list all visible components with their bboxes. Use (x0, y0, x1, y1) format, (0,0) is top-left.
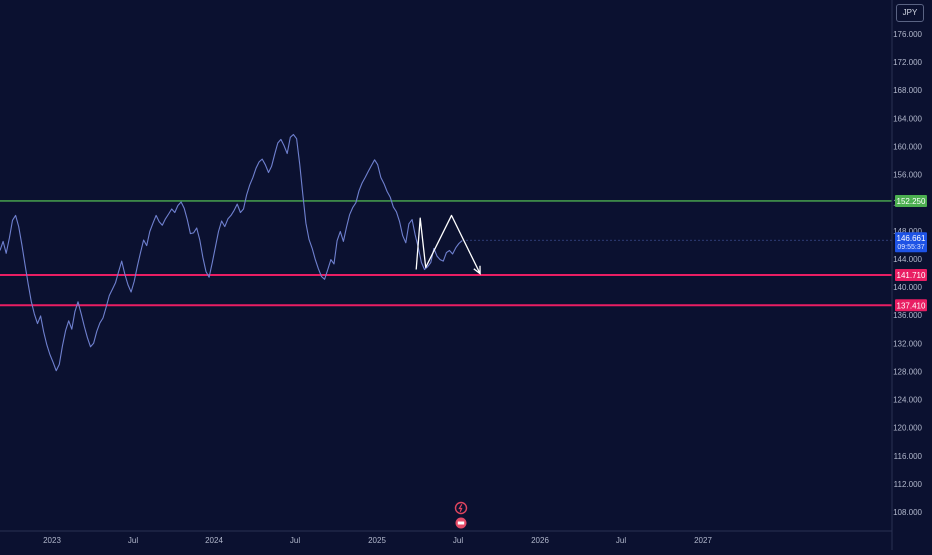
y-tick-label: 116.000 (894, 452, 923, 461)
x-tick-label: 2025 (368, 536, 386, 545)
event-flag-icon-mark (457, 521, 465, 525)
last-price-label: 146.661 (897, 234, 926, 243)
y-tick-label: 160.000 (893, 142, 922, 151)
arrow-head-icon (473, 265, 481, 276)
last-price-badge (895, 232, 927, 253)
x-tick-label: 2026 (531, 536, 549, 545)
y-tick-label: 168.000 (893, 86, 922, 95)
y-tick-label: 136.000 (893, 311, 922, 320)
x-tick-label: Jul (453, 536, 463, 545)
y-tick-label: 108.000 (893, 508, 922, 517)
x-tick-label: 2023 (43, 536, 61, 545)
y-tick-label: 156.000 (893, 171, 922, 180)
y-tick-label: 112.000 (894, 480, 923, 489)
level-price-label: 137.410 (897, 301, 926, 310)
level-price-badge (895, 194, 927, 207)
projection-arrow-path[interactable] (415, 214, 481, 274)
y-tick-label: 176.000 (893, 30, 922, 39)
flash-icon-bolt (458, 504, 463, 512)
y-tick-label: 124.000 (893, 396, 922, 405)
y-tick-label: 144.000 (893, 255, 922, 264)
level-price-label: 141.710 (897, 271, 926, 280)
level-price-badge (895, 299, 927, 312)
y-tick-label: 120.000 (893, 424, 922, 433)
price-series-line[interactable] (0, 133, 463, 372)
y-tick-label: 172.000 (893, 58, 922, 67)
x-tick-label: Jul (290, 536, 300, 545)
y-tick-label: 140.000 (893, 283, 922, 292)
currency-badge[interactable]: JPY (896, 4, 924, 22)
x-tick-label: Jul (616, 536, 626, 545)
countdown-label: 09:55:37 (897, 244, 924, 251)
y-tick-label: 164.000 (893, 114, 922, 123)
x-tick-label: 2024 (205, 536, 223, 545)
level-price-badge (895, 269, 927, 282)
level-price-label: 152.250 (897, 197, 926, 206)
y-tick-label: 132.000 (893, 339, 922, 348)
x-tick-label: Jul (128, 536, 138, 545)
flash-icon[interactable] (454, 501, 468, 515)
y-tick-label: 148.000 (893, 227, 922, 236)
x-tick-label: 2027 (694, 536, 712, 545)
y-tick-label: 128.000 (893, 367, 922, 376)
